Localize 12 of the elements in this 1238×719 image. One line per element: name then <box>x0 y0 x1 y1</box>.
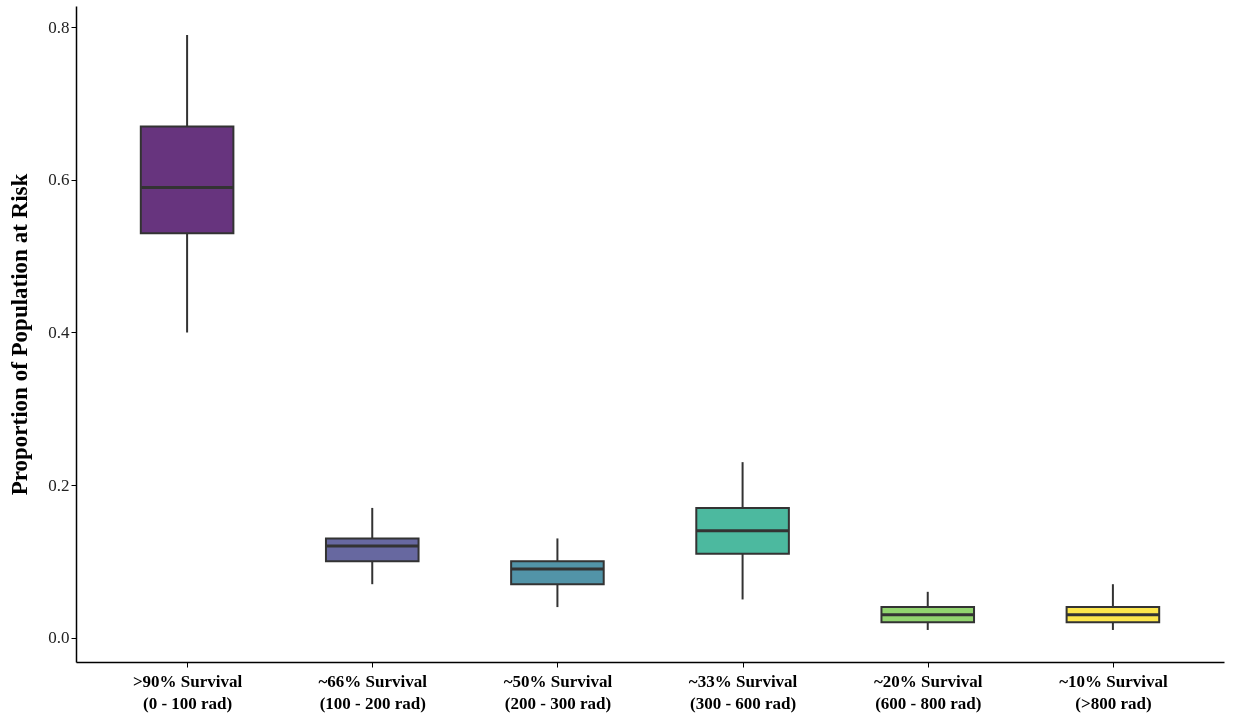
y-axis-title: Proportion of Population at Risk <box>7 173 33 496</box>
x-tick-label: ~50% Survival (200 - 300 rad) <box>503 671 613 713</box>
x-tick-label: ~33% Survival (300 - 600 rad) <box>688 671 798 713</box>
x-tick-label: ~20% Survival (600 - 800 rad) <box>873 671 983 713</box>
x-tick-label: ~10% Survival (>800 rad) <box>1059 671 1168 713</box>
y-tick-label: 0.4 <box>48 322 70 342</box>
x-tick-label: ~66% Survival (100 - 200 rad) <box>318 671 428 713</box>
y-tick-label: 0.6 <box>48 170 70 190</box>
x-tick-label: >90% Survival (0 - 100 rad) <box>132 671 243 713</box>
y-tick-label: 0.8 <box>48 17 70 37</box>
y-tick-label: 0.0 <box>48 628 70 648</box>
y-tick-label: 0.2 <box>48 475 70 495</box>
